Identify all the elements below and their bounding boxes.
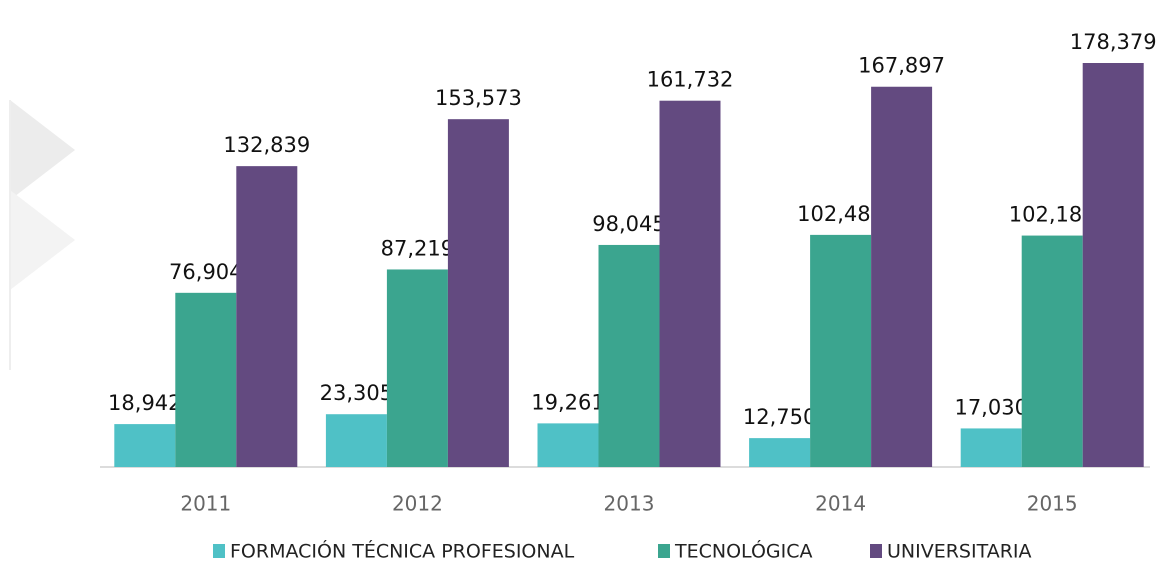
data-label: 167,897	[858, 54, 945, 78]
bar	[386, 269, 448, 467]
data-label: 87,219	[381, 236, 454, 260]
legend-label: TECNOLÓGICA	[674, 539, 813, 563]
bar	[810, 234, 872, 467]
data-label: 132,839	[223, 133, 310, 157]
bar	[175, 292, 237, 467]
bar	[871, 86, 933, 468]
bar	[114, 424, 176, 467]
bar	[960, 428, 1022, 467]
data-label: 17,030	[954, 395, 1027, 419]
legend-swatch	[658, 544, 670, 558]
data-label: 178,379	[1070, 30, 1157, 54]
data-label: 153,573	[435, 86, 522, 110]
bar	[447, 119, 509, 467]
data-label: 98,045	[592, 212, 665, 236]
data-label: 102,486	[797, 202, 884, 226]
bar	[325, 414, 387, 467]
bar	[749, 438, 811, 467]
data-label: 23,305	[320, 381, 393, 405]
bar	[1021, 235, 1083, 467]
bar	[659, 100, 721, 467]
bar	[598, 244, 660, 467]
decoration	[9, 100, 75, 370]
data-label: 76,904	[169, 260, 242, 284]
x-tick-label: 2011	[180, 492, 231, 516]
data-label: 18,942	[108, 391, 181, 415]
data-label: 12,750	[743, 405, 816, 429]
legend-label: FORMACIÓN TÉCNICA PROFESIONAL	[230, 539, 575, 563]
legend-swatch	[213, 544, 225, 558]
x-tick-label: 2012	[392, 492, 443, 516]
data-label: 161,732	[647, 68, 734, 92]
legend-label: UNIVERSITARIA	[887, 541, 1032, 563]
bar	[537, 423, 599, 467]
bar	[236, 166, 298, 467]
x-tick-label: 2015	[1027, 492, 1078, 516]
bar	[1082, 63, 1144, 467]
legend-swatch	[870, 544, 882, 558]
x-tick-label: 2013	[604, 492, 655, 516]
x-tick-label: 2014	[815, 492, 866, 516]
data-label: 19,261	[531, 390, 604, 414]
data-label: 102,185	[1009, 203, 1096, 227]
